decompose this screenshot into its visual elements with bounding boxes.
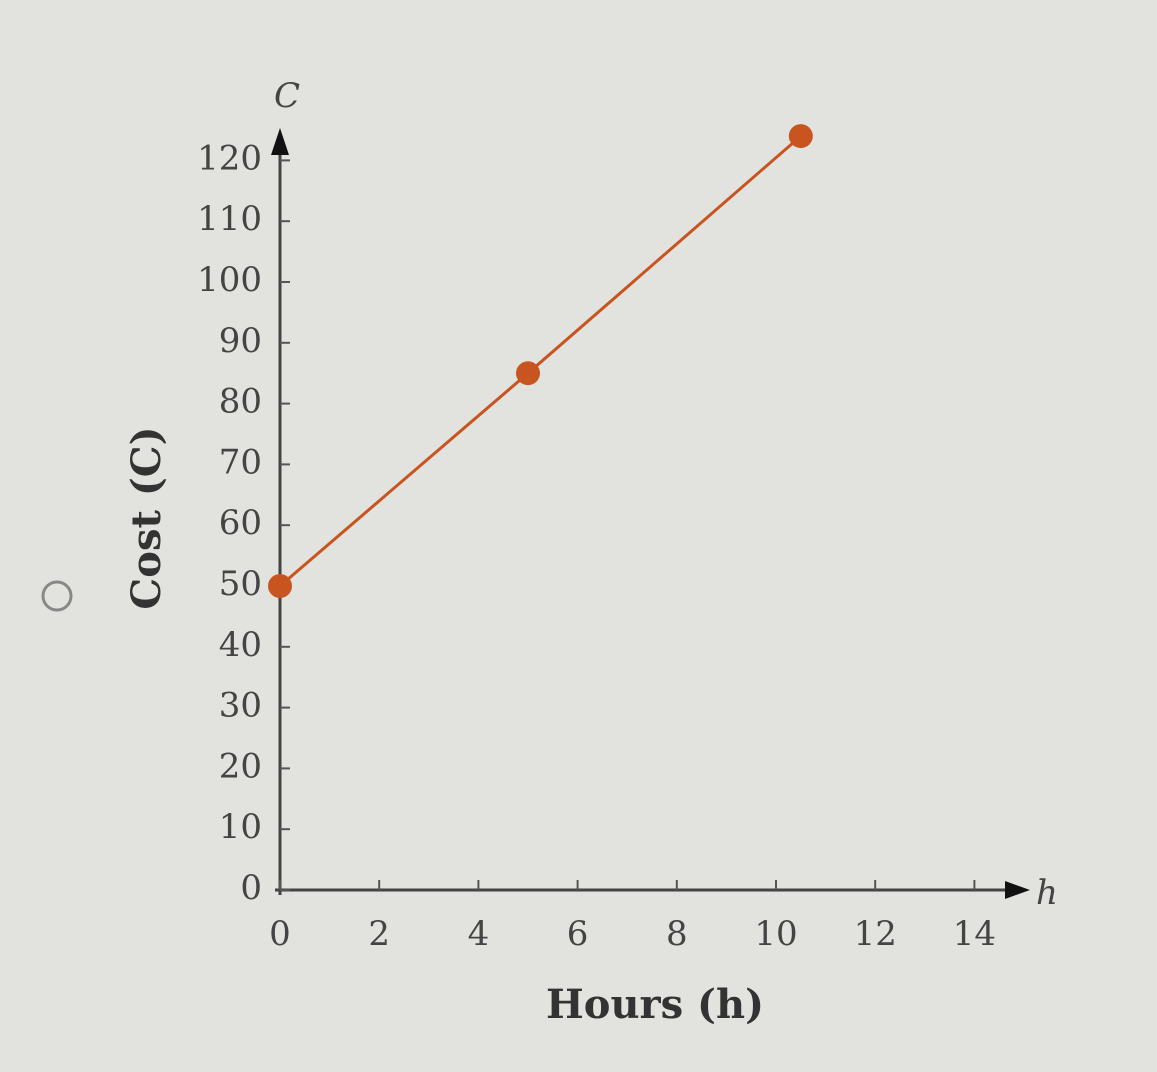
x-tick-label: 2	[368, 914, 390, 954]
x-tick-label: 8	[666, 914, 688, 954]
y-axis-letter: C	[274, 76, 300, 116]
radio-button[interactable]	[41, 580, 73, 612]
y-axis-arrow	[271, 128, 289, 155]
y-tick-label: 40	[219, 625, 262, 665]
y-tick-label: 0	[240, 868, 262, 908]
x-tick-label: 12	[854, 914, 897, 954]
x-axis-arrow	[1005, 881, 1030, 899]
x-tick-label: 0	[269, 914, 291, 954]
y-axis-title: Cost (C)	[123, 426, 170, 609]
y-tick-label: 120	[197, 138, 262, 178]
x-tick-label: 4	[468, 914, 490, 954]
y-tick-label: 50	[219, 564, 262, 604]
y-tick-label: 110	[197, 199, 262, 239]
y-tick-label: 60	[219, 503, 262, 543]
y-tick-label: 70	[219, 442, 262, 482]
y-tick-label: 90	[219, 321, 262, 361]
x-tick-label: 6	[567, 914, 589, 954]
y-tick-label: 30	[219, 686, 262, 726]
y-tick-label: 10	[219, 807, 262, 847]
x-axis-letter: h	[1036, 873, 1058, 913]
x-axis-title: Hours (h)	[546, 981, 764, 1028]
point	[788, 124, 813, 149]
y-tick-label: 100	[197, 260, 262, 300]
point	[268, 574, 292, 598]
y-tick-label: 20	[219, 746, 262, 786]
y-tick-label: 80	[219, 382, 262, 422]
x-tick-label: 14	[953, 914, 996, 954]
point	[516, 361, 540, 386]
x-tick-label: 10	[754, 914, 797, 954]
